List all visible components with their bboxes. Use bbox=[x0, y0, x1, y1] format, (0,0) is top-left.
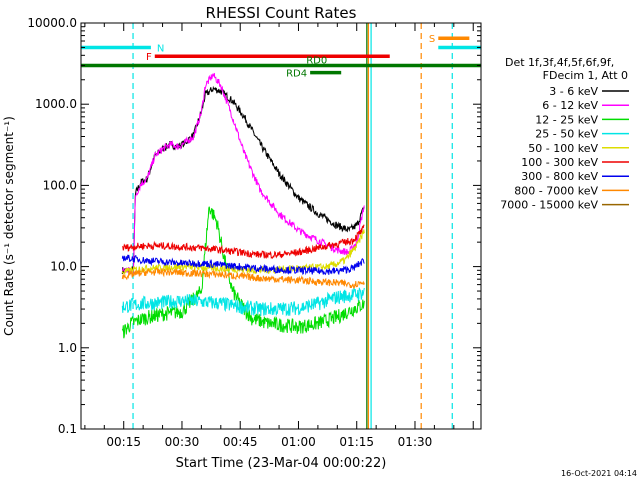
legend-entry-label: 3 - 6 keV bbox=[549, 85, 598, 98]
legend-entry-label: 25 - 50 keV bbox=[535, 128, 598, 141]
x-tick-label: 01:00 bbox=[281, 435, 316, 449]
x-tick-label: 01:30 bbox=[398, 435, 433, 449]
series-line-7 bbox=[121, 267, 365, 289]
state-bar-label-0: N bbox=[157, 43, 164, 54]
chart-title: RHESSI Count Rates bbox=[206, 4, 357, 22]
series-line-3 bbox=[121, 286, 365, 317]
state-bar-label-5: RD4 bbox=[286, 69, 307, 80]
series-line-6 bbox=[121, 254, 365, 276]
series-lines bbox=[121, 72, 365, 339]
x-axis: 00:15 00:30 00:45 01:00 01:15 01:30 bbox=[84, 23, 474, 449]
y-tick-label: 10.0 bbox=[50, 260, 77, 274]
series-line-5 bbox=[121, 224, 365, 259]
legend-entry-label: 50 - 100 keV bbox=[528, 142, 598, 155]
series-line-0 bbox=[121, 85, 365, 275]
legend-header-line-2: FDecim 1, Att 0 bbox=[543, 69, 628, 82]
x-tick-label: 00:45 bbox=[223, 435, 258, 449]
plot-frame bbox=[80, 22, 482, 430]
vertical-markers bbox=[132, 23, 453, 429]
legend: Det 1f,3f,4f,5f,6f,9f,FDecim 1, Att 0 3 -… bbox=[500, 56, 629, 212]
y-tick-label: 100.0 bbox=[43, 178, 77, 192]
state-bar-label-4: RD0 bbox=[306, 55, 327, 66]
y-tick-label: 1000.0 bbox=[35, 97, 77, 111]
legend-header-line-1: Det 1f,3f,4f,5f,6f,9f, bbox=[505, 56, 614, 69]
legend-entry-label: 800 - 7000 keV bbox=[514, 184, 598, 197]
attenuator-state-bars: NF S RD0 RD4 bbox=[81, 34, 481, 80]
y-axis-label: Count Rate (s⁻¹ detector segment⁻¹) bbox=[2, 116, 16, 336]
legend-entry-label: 7000 - 15000 keV bbox=[500, 199, 598, 212]
series-line-2 bbox=[121, 206, 365, 339]
y-axis: 0.1 1.0 10.0 100.0 1000.0 10000.0 bbox=[27, 16, 481, 436]
footer-timestamp: 16-Oct-2021 04:14 bbox=[561, 469, 637, 478]
state-bar-label-2: F bbox=[146, 52, 152, 63]
x-tick-label: 01:15 bbox=[339, 435, 374, 449]
legend-entry-label: 100 - 300 keV bbox=[521, 156, 598, 169]
state-bar-label-3: S bbox=[429, 34, 435, 45]
series-line-1 bbox=[121, 72, 365, 275]
x-axis-label: Start Time (23-Mar-04 00:00:22) bbox=[176, 456, 387, 471]
series-line-4 bbox=[121, 229, 365, 275]
y-tick-label: 0.1 bbox=[58, 422, 77, 436]
legend-entry-label: 300 - 800 keV bbox=[521, 170, 598, 183]
y-tick-label: 10000.0 bbox=[27, 16, 77, 30]
y-tick-label: 1.0 bbox=[58, 341, 77, 355]
legend-entry-label: 6 - 12 keV bbox=[542, 99, 598, 112]
x-tick-label: 00:15 bbox=[106, 435, 141, 449]
legend-entry-label: 12 - 25 keV bbox=[535, 113, 598, 126]
x-tick-label: 00:30 bbox=[165, 435, 200, 449]
